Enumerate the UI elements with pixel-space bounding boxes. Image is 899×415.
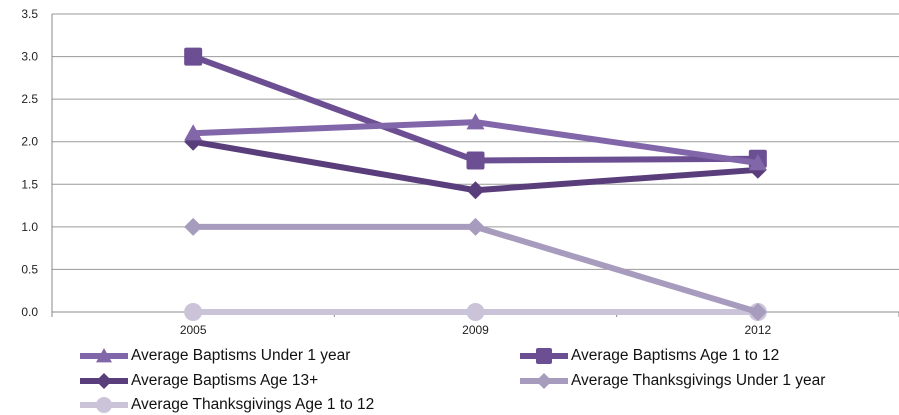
series-4-point-0 — [184, 303, 203, 321]
x-tick-label-2005: 2005 — [180, 323, 207, 337]
series-1-point-0 — [184, 47, 203, 66]
series-2-point-1 — [466, 181, 485, 200]
y-tick-label-0: 0.0 — [21, 305, 38, 319]
y-tick-label-4: 2.0 — [21, 135, 38, 149]
y-tick-label-1: 0.5 — [21, 262, 38, 276]
y-tick-label-3: 1.5 — [21, 177, 38, 191]
series-4-point-1 — [466, 303, 485, 321]
y-tick-label-2: 1.0 — [21, 220, 38, 234]
series-0 — [184, 113, 767, 171]
series-line-1 — [190, 53, 761, 164]
series-0-point-2 — [748, 154, 767, 171]
series-0-point-1 — [466, 113, 485, 130]
series-3-point-2 — [748, 303, 767, 321]
series-2 — [184, 132, 767, 200]
x-tick-label-2009: 2009 — [462, 323, 489, 337]
series-3-point-0 — [184, 217, 203, 236]
x-tick-label-2012: 2012 — [744, 323, 771, 337]
y-tick-label-6: 3.0 — [21, 50, 38, 64]
series-3 — [184, 217, 767, 321]
y-tick-label-5: 2.5 — [21, 92, 38, 106]
series-0-point-0 — [184, 124, 203, 141]
series-3-point-1 — [466, 217, 485, 236]
series-4 — [184, 303, 767, 321]
y-tick-label-7: 3.5 — [21, 7, 38, 21]
series-1-point-1 — [466, 151, 485, 170]
